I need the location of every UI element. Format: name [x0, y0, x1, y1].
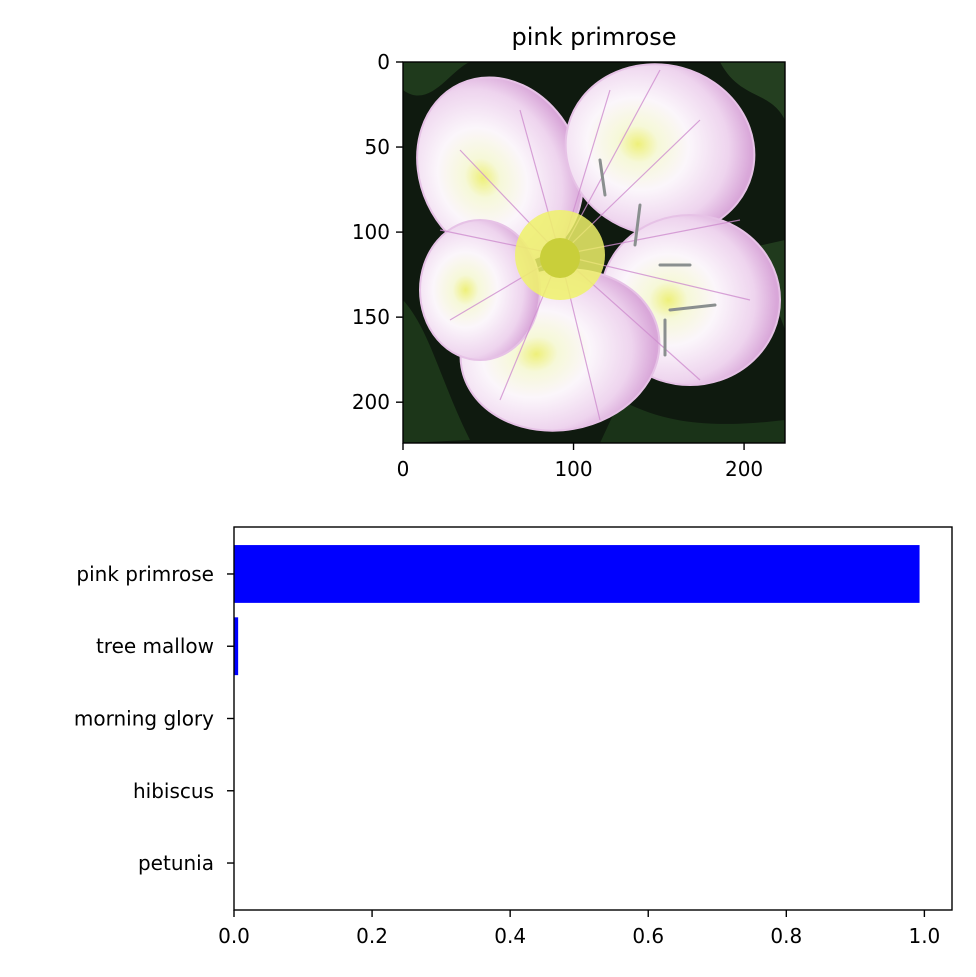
bar-category-label: tree mallow	[96, 634, 214, 658]
bar-x-tick-label: 0.2	[356, 924, 388, 948]
bar-y-axis: pink primrose tree mallow morning glory hib…	[74, 562, 234, 875]
image-y-axis: 0 50 100 150 200	[352, 50, 403, 414]
bar	[234, 617, 239, 676]
bar-category-label: petunia	[138, 851, 214, 875]
bar-x-axis: 0.0 0.2 0.4 0.6 0.8 1.0	[218, 910, 940, 948]
flower-photo	[403, 62, 785, 443]
probability-bar-chart: pink primrose tree mallow morning glory hib…	[74, 526, 953, 948]
image-x-tick-label: 100	[554, 457, 592, 481]
bar-category-label: morning glory	[74, 707, 214, 731]
image-x-axis: 0 100 200	[397, 443, 763, 481]
bars	[234, 545, 920, 892]
bar-category-label: hibiscus	[133, 779, 214, 803]
image-axes-frame	[402, 61, 786, 444]
bar-x-tick-label: 0.8	[770, 924, 802, 948]
image-y-tick-label: 150	[352, 305, 390, 329]
bar-x-tick-label: 0.6	[632, 924, 664, 948]
bar-x-tick-label: 1.0	[908, 924, 940, 948]
image-x-tick-label: 0	[397, 457, 410, 481]
bar	[234, 545, 920, 603]
image-y-tick-label: 200	[352, 390, 390, 414]
bar-x-tick-label: 0.4	[494, 924, 526, 948]
image-x-tick-label: 200	[725, 457, 763, 481]
bar-category-label: pink primrose	[76, 562, 214, 586]
image-title: pink primrose	[511, 23, 676, 51]
bar-x-tick-label: 0.0	[218, 924, 250, 948]
bar-axes-frame	[233, 526, 953, 911]
image-y-tick-label: 0	[377, 50, 390, 74]
flower-image-panel: pink primrose	[352, 23, 786, 481]
image-y-tick-label: 100	[352, 220, 390, 244]
image-y-tick-label: 50	[365, 135, 390, 159]
